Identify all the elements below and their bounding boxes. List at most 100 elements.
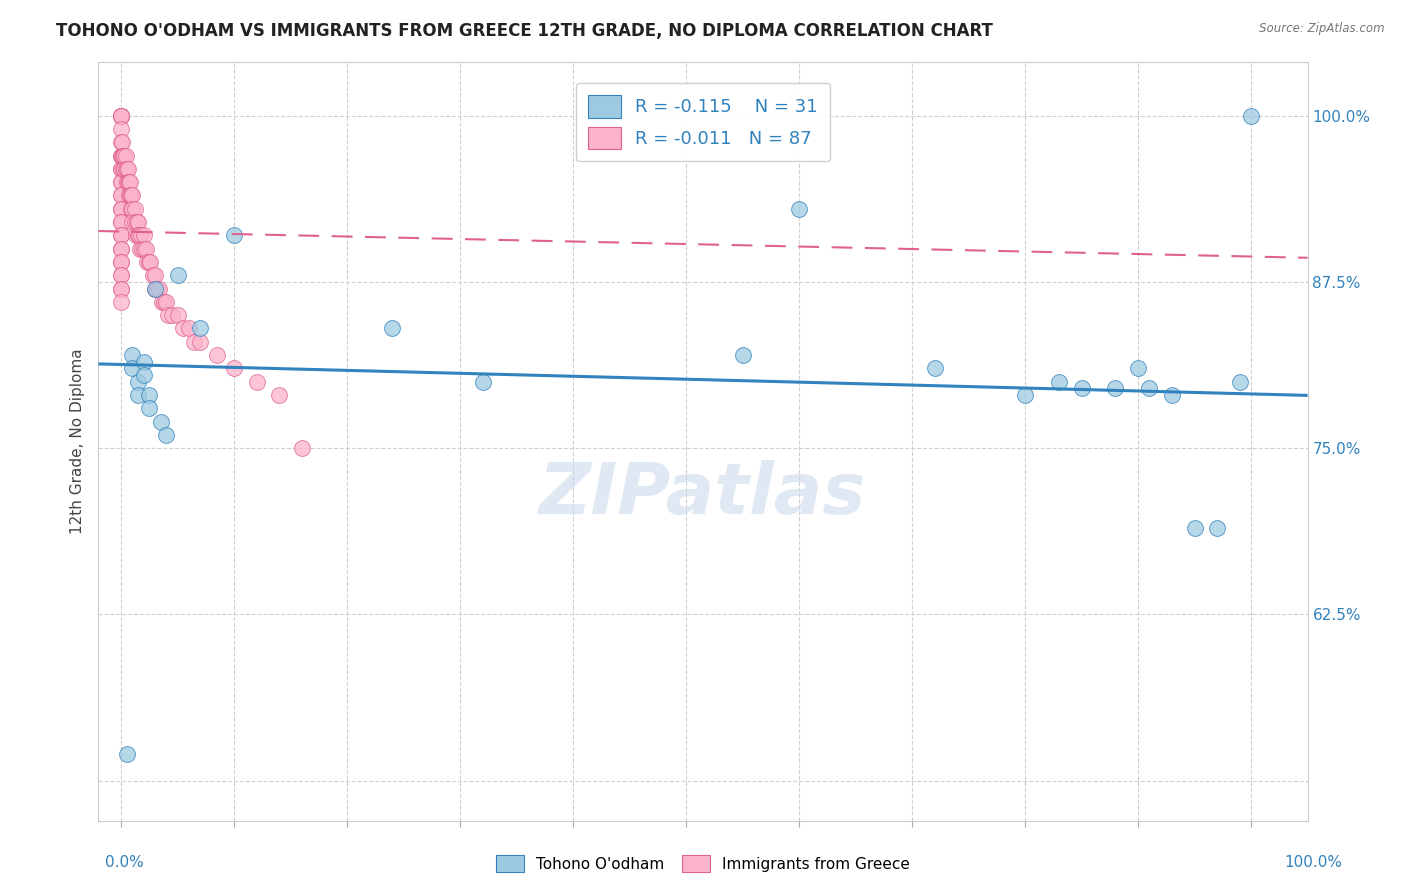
Point bbox=[110, 148, 132, 162]
Point bbox=[188, 321, 211, 335]
Point bbox=[143, 282, 166, 296]
Point bbox=[148, 282, 170, 296]
Point bbox=[132, 242, 155, 256]
Point bbox=[246, 375, 269, 389]
Point bbox=[111, 148, 134, 162]
Point bbox=[110, 228, 132, 243]
Point bbox=[131, 228, 153, 243]
Point bbox=[172, 321, 194, 335]
Point bbox=[112, 148, 135, 162]
Point bbox=[121, 188, 143, 202]
Point bbox=[160, 308, 183, 322]
Point bbox=[115, 747, 138, 761]
Point bbox=[118, 175, 141, 189]
Point bbox=[150, 294, 173, 309]
Point bbox=[153, 294, 176, 309]
Point bbox=[110, 242, 132, 256]
Point bbox=[138, 388, 160, 402]
Point bbox=[110, 135, 132, 149]
Point bbox=[110, 202, 132, 216]
Point bbox=[1126, 361, 1149, 376]
Point bbox=[1184, 521, 1206, 535]
Point bbox=[121, 361, 143, 376]
Text: Source: ZipAtlas.com: Source: ZipAtlas.com bbox=[1260, 22, 1385, 36]
Point bbox=[115, 175, 138, 189]
Point bbox=[110, 175, 132, 189]
Point bbox=[1047, 375, 1070, 389]
Point bbox=[731, 348, 754, 362]
Point bbox=[110, 109, 132, 123]
Point bbox=[177, 321, 200, 335]
Point bbox=[1229, 375, 1251, 389]
Point bbox=[110, 175, 132, 189]
Text: 0.0%: 0.0% bbox=[105, 855, 145, 870]
Point bbox=[120, 188, 142, 202]
Point bbox=[112, 161, 135, 176]
Point bbox=[132, 368, 155, 382]
Point bbox=[110, 188, 132, 202]
Point bbox=[1206, 521, 1229, 535]
Point bbox=[1104, 381, 1126, 395]
Text: ZIPatlas: ZIPatlas bbox=[540, 460, 866, 529]
Point bbox=[132, 228, 155, 243]
Point bbox=[110, 109, 132, 123]
Point bbox=[110, 242, 132, 256]
Point bbox=[183, 334, 205, 349]
Point bbox=[155, 428, 177, 442]
Point bbox=[143, 282, 166, 296]
Point bbox=[121, 202, 143, 216]
Point bbox=[142, 268, 165, 283]
Point bbox=[110, 161, 132, 176]
Point bbox=[381, 321, 404, 335]
Point bbox=[205, 348, 228, 362]
Point bbox=[125, 228, 148, 243]
Point bbox=[787, 202, 810, 216]
Point bbox=[129, 242, 152, 256]
Point bbox=[136, 255, 159, 269]
Point bbox=[112, 161, 135, 176]
Point bbox=[118, 188, 141, 202]
Point bbox=[110, 122, 132, 136]
Point bbox=[1161, 388, 1184, 402]
Point bbox=[110, 255, 132, 269]
Point bbox=[127, 215, 149, 229]
Point bbox=[120, 202, 142, 216]
Point bbox=[111, 135, 134, 149]
Point bbox=[291, 441, 314, 455]
Point bbox=[127, 375, 149, 389]
Point bbox=[110, 268, 132, 283]
Point bbox=[149, 415, 172, 429]
Point bbox=[135, 242, 157, 256]
Point bbox=[131, 242, 153, 256]
Point bbox=[110, 161, 132, 176]
Point bbox=[222, 361, 245, 376]
Point bbox=[143, 268, 166, 283]
Point bbox=[110, 294, 132, 309]
Text: 100.0%: 100.0% bbox=[1285, 855, 1343, 870]
Point bbox=[117, 175, 139, 189]
Point bbox=[110, 215, 132, 229]
Y-axis label: 12th Grade, No Diploma: 12th Grade, No Diploma bbox=[70, 349, 86, 534]
Point bbox=[146, 282, 169, 296]
Point bbox=[269, 388, 291, 402]
Point bbox=[1014, 388, 1036, 402]
Point bbox=[1070, 381, 1092, 395]
Point bbox=[110, 228, 132, 243]
Point bbox=[924, 361, 946, 376]
Point bbox=[110, 188, 132, 202]
Point bbox=[110, 109, 132, 123]
Point bbox=[120, 175, 142, 189]
Point bbox=[110, 268, 132, 283]
Point bbox=[125, 215, 148, 229]
Point bbox=[124, 215, 146, 229]
Point bbox=[166, 268, 188, 283]
Point bbox=[128, 228, 150, 243]
Point bbox=[110, 109, 132, 123]
Point bbox=[471, 375, 494, 389]
Point bbox=[114, 148, 136, 162]
Point bbox=[110, 282, 132, 296]
Point bbox=[110, 148, 132, 162]
Point bbox=[110, 215, 132, 229]
Point bbox=[121, 348, 143, 362]
Point bbox=[110, 202, 132, 216]
